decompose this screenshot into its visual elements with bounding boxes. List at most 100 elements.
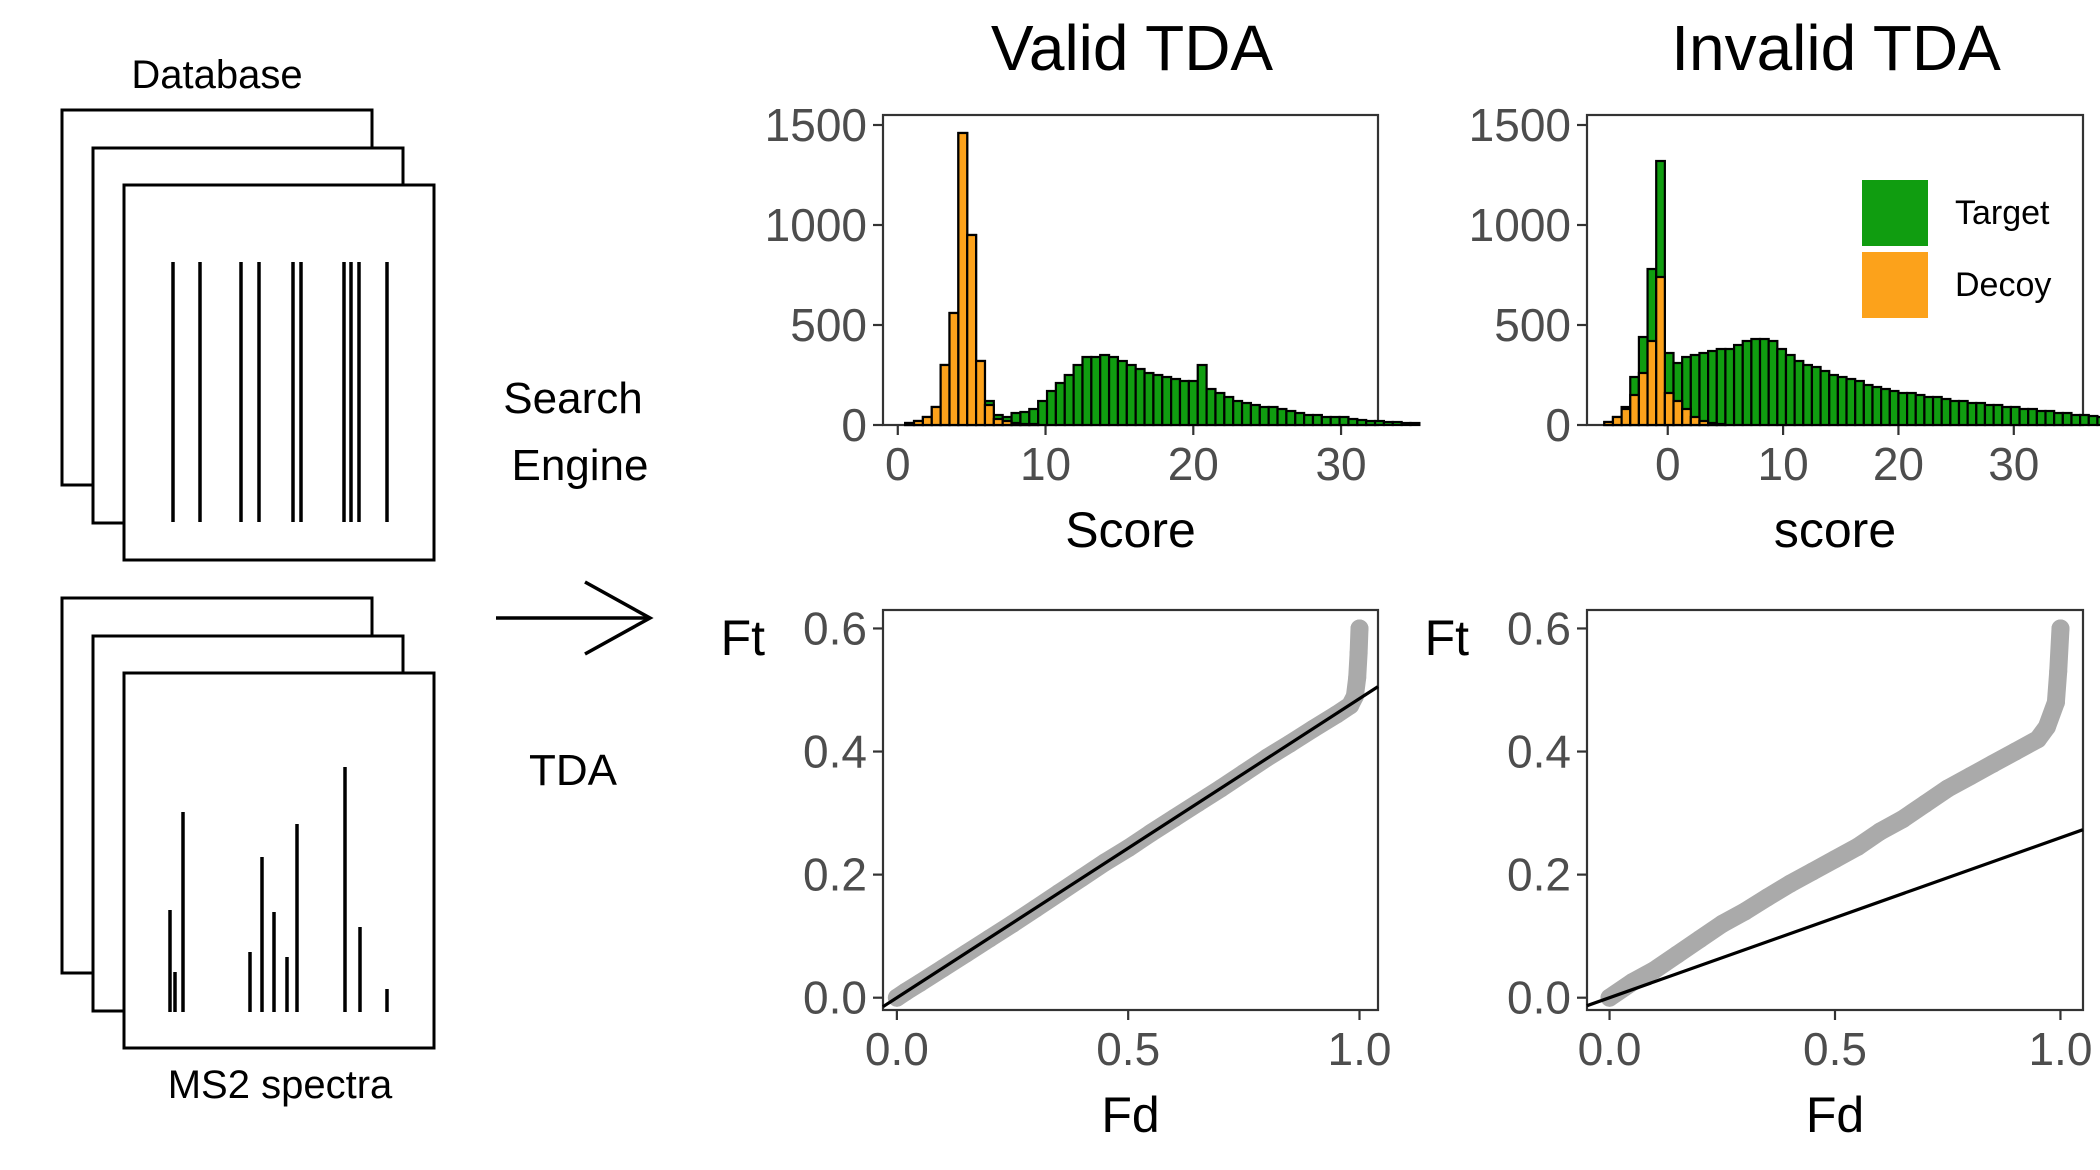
invalid-hist-decoy-bar: [1698, 419, 1710, 427]
database-stack: [60, 108, 436, 562]
invalid-pp-point: [1780, 874, 1799, 893]
invalid-hist-x-tick-label: 10: [1758, 438, 1809, 490]
valid-hist-target-bar: [1267, 405, 1279, 427]
valid-hist-target-bar: [1223, 395, 1235, 427]
valid-hist-target-bar: [1258, 405, 1270, 427]
valid-hist-decoy-bar: [966, 233, 978, 427]
valid-hist-y-tick-label: 1500: [765, 99, 867, 151]
invalid-hist-target-bar: [1698, 351, 1710, 427]
valid-hist-decoy-bar: [1001, 419, 1013, 427]
invalid-hist-decoy-bar: [1707, 421, 1718, 427]
valid-pp-point: [1350, 619, 1369, 638]
invalid-pp-point: [2006, 742, 2025, 761]
valid-hist-target-bar: [1170, 377, 1182, 427]
valid-hist-target-bar: [1134, 367, 1146, 427]
invalid-hist-target-bar: [1715, 347, 1727, 427]
search-engine-label-line2: Engine: [511, 441, 648, 490]
valid-hist-decoy-bar: [957, 131, 969, 427]
valid-pp-point: [1349, 644, 1368, 663]
database-label: Database: [131, 53, 302, 97]
invalid-pp-panel-border: [1585, 608, 2085, 1012]
valid-hist-decoy-bar: [921, 415, 933, 427]
invalid-pp-y-tick-label: 0.0: [1507, 972, 1571, 1024]
invalid-hist-target-bar: [1836, 375, 1848, 427]
valid-hist-target-bar: [1178, 379, 1190, 427]
invalid-hist-target-bar: [1828, 373, 1839, 427]
valid-pp-x-tick-label: 1.0: [1328, 1023, 1392, 1075]
valid-tda-title: Valid TDA: [991, 12, 1274, 84]
invalid-hist-x-tick-label: 30: [1988, 438, 2039, 490]
invalid-hist-target-bar: [1949, 399, 1961, 427]
legend: Target Decoy: [1862, 180, 2051, 318]
valid-hist-target-bar: [1152, 373, 1164, 427]
valid-hist-decoy-bar: [974, 359, 987, 427]
spectra-stack: [60, 596, 436, 1050]
invalid-pp-point: [2037, 717, 2056, 736]
spectrum-peaks: [168, 767, 389, 1012]
valid-hist-target-bar: [1161, 375, 1173, 427]
invalid-pp-point: [2028, 730, 2047, 749]
invalid-hist-target-bar: [1767, 339, 1779, 427]
invalid-pp-x-tick-label: 0.0: [1578, 1023, 1642, 1075]
valid-hist-y-tick-label: 1000: [765, 199, 867, 251]
invalid-hist-decoy-bar: [1689, 415, 1701, 427]
valid-hist-x-axis-label: Score: [1065, 502, 1196, 558]
invalid-pp-point: [1645, 961, 1664, 979]
valid-hist-decoy-bar: [904, 421, 916, 427]
invalid-pp-point: [1735, 902, 1754, 921]
invalid-pp-point: [1758, 888, 1777, 907]
invalid-pp-point: [2051, 619, 2070, 638]
valid-hist-decoy-bar: [1019, 422, 1031, 427]
valid-hist-decoy-bar: [1028, 422, 1040, 427]
valid-pp-panel-border: [881, 608, 1380, 1012]
valid-hist-y-tick-label: 500: [790, 299, 867, 351]
database-page-front: [122, 183, 436, 562]
valid-hist-target-bar: [1143, 371, 1155, 427]
invalid-hist-decoy-bar: [1620, 407, 1632, 427]
valid-hist-target-bar: [1400, 421, 1412, 427]
valid-hist-target-bar: [1028, 407, 1040, 427]
invalid-hist-y-tick-label: 500: [1494, 299, 1571, 351]
valid-hist-target-bar: [1125, 363, 1137, 427]
invalid-pp-x-tick-label: 0.5: [1803, 1023, 1867, 1075]
invalid-hist-x-tick-label: 20: [1873, 438, 1924, 490]
valid-hist-target-bar: [1099, 353, 1111, 427]
valid-hist-decoy-bar: [948, 311, 960, 427]
invalid-pp-point: [1983, 754, 2002, 773]
invalid-hist-target-bar: [1957, 399, 1969, 427]
invalid-pp-points-band: [1600, 619, 2070, 1007]
valid-tda-histogram: 0 10 20 30 0 500 1000 1500 Score: [765, 99, 1421, 558]
invalid-hist-x-axis-label: score: [1774, 502, 1896, 558]
valid-hist-target-bar: [1329, 415, 1341, 427]
valid-hist-decoy-bar: [992, 417, 1004, 427]
invalid-pp-point: [1826, 850, 1844, 869]
invalid-tda-pp-plot: 0.0 0.5 1.0 0.0 0.2 0.4 0.6 Fd Ft: [1425, 602, 2093, 1143]
invalid-pp-reference-line: [1586, 828, 2084, 1008]
invalid-hist-target-bar: [1732, 343, 1744, 427]
invalid-hist-target-bar: [1793, 359, 1805, 427]
invalid-hist-target-bar: [1975, 401, 1987, 427]
valid-hist-target-bar: [1090, 355, 1102, 427]
valid-hist-target-bar: [1063, 373, 1075, 427]
invalid-hist-decoy-bar: [1715, 422, 1727, 427]
valid-tda-pp-plot: 0.0 0.5 1.0 0.0 0.2 0.4 0.6 Fd Ft: [721, 602, 1392, 1143]
valid-pp-y-tick-label: 0.4: [803, 726, 867, 778]
tda-label: TDA: [529, 746, 618, 795]
invalid-hist-target-bar: [1905, 391, 1917, 427]
invalid-hist-target-bar: [2087, 414, 2099, 427]
invalid-hist-decoy-bar: [1611, 415, 1623, 427]
valid-hist-target-bar: [1196, 363, 1208, 427]
invalid-pp-point: [1668, 945, 1687, 964]
invalid-hist-target-bar: [1819, 369, 1831, 427]
invalid-pp-y-tick-label: 0.2: [1507, 849, 1571, 901]
invalid-hist-target-bar: [2061, 411, 2073, 427]
invalid-hist-decoy-bar: [1663, 391, 1675, 427]
invalid-hist-target-bar: [1992, 403, 2004, 427]
invalid-pp-y-tick-label: 0.4: [1507, 726, 1571, 778]
valid-hist-target-bar: [1303, 413, 1315, 427]
invalid-hist-target-bar: [1854, 379, 1865, 427]
valid-pp-x-tick-label: 0.0: [865, 1023, 929, 1075]
invalid-hist-target-bar: [1897, 391, 1909, 427]
invalid-pp-point: [1871, 822, 1890, 841]
valid-hist-y-tick-label: 0: [841, 399, 867, 451]
